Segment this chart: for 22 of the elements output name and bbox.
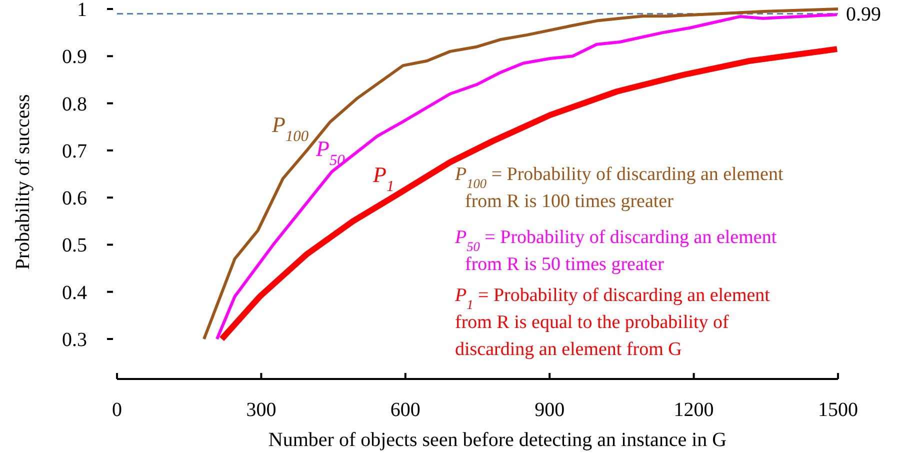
x-tick-label: 0 [112, 399, 122, 421]
y-tick-label: 1 [77, 0, 87, 21]
y-tick-label: 0.9 [62, 46, 87, 68]
x-tick-label: 600 [390, 399, 420, 421]
x-tick-label: 300 [246, 399, 276, 421]
series-label: P$_{1}$ [372, 162, 394, 194]
y-tick-label: 0.7 [62, 140, 87, 162]
x-tick-label: 1200 [674, 399, 714, 421]
y-tick-label: 0.6 [62, 188, 87, 210]
annotation: P$_{100}$ = Probability of discarding an element from R is 100 times greater [454, 164, 784, 212]
x-axis-title: Number of objects seen before detecting an instance in G [268, 429, 727, 451]
ref-line-label: 0.99 [846, 4, 881, 26]
y-axis-title: Probability of success [12, 94, 34, 270]
y-tick-label: 0.3 [62, 329, 87, 351]
y-tick-label: 0.5 [62, 234, 87, 257]
annotation: P$_{1}$ = Probability of discarding an element from R is equal to the probability of discarding an element from G [454, 285, 771, 360]
x-tick-label: 1500 [818, 399, 858, 421]
annotation: P$_{50}$ = Probability of discarding an element from R is 50 times greater [454, 227, 778, 275]
x-tick-label: 900 [534, 399, 565, 421]
y-tick-label: 0.4 [62, 282, 87, 304]
series-label: P$_{100}$ [271, 112, 309, 144]
y-tick-label: 0.8 [62, 93, 87, 116]
